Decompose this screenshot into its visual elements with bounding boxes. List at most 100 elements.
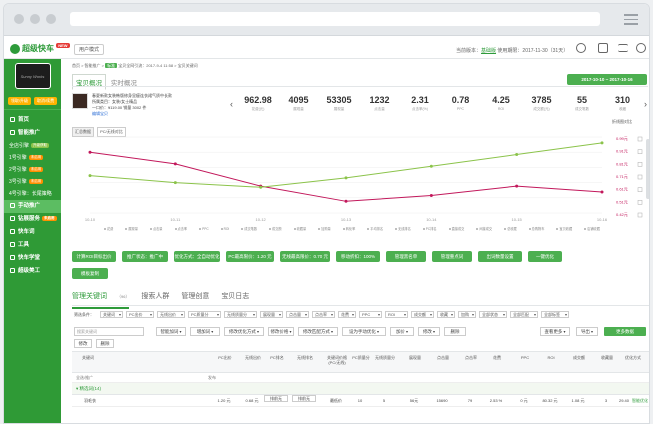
data-point[interactable] [88, 174, 92, 178]
keyword-group-row[interactable]: ▾ 精选词(14) [72, 383, 649, 395]
operation-button[interactable]: 优化方式：全自动优化 [174, 251, 220, 262]
operation-button[interactable]: PC最高限价：1.20 元 [226, 251, 274, 262]
column-header[interactable]: 点击量 [437, 355, 449, 360]
column-header[interactable]: 收藏量 [601, 355, 613, 360]
legend-item[interactable]: 加购量 [318, 226, 337, 232]
sidebar-item[interactable]: 3号引擎 未启用 [9, 179, 44, 185]
column-header[interactable]: PC出价 [218, 355, 232, 360]
data-point[interactable] [173, 162, 177, 166]
legend-item[interactable]: 成交笔数 [241, 226, 263, 232]
data-point[interactable] [344, 199, 348, 203]
user-icon[interactable] [636, 43, 646, 53]
filter-select[interactable]: 关键词 [100, 311, 123, 318]
filter-select[interactable]: 全部标签 [541, 311, 569, 318]
data-point[interactable] [429, 193, 433, 197]
sidebar-item[interactable]: 快车词 [4, 226, 61, 239]
tool-button[interactable]: 修改匹配方式 [298, 327, 338, 336]
column-header[interactable]: 无线出价 [245, 355, 261, 360]
metric-card[interactable]: 3785 成交额(元) [522, 95, 562, 112]
avatar[interactable]: Sunny Works [14, 63, 51, 89]
metric-card[interactable]: 0.78 PPC [441, 95, 481, 111]
chevron-left-icon[interactable]: ‹ [230, 99, 233, 109]
column-header[interactable]: 关键词价格(PC/无线) [327, 355, 347, 365]
date-range-button[interactable]: 2017-10-10 ~ 2017-10-16 [567, 74, 647, 85]
legend-item[interactable]: 展现量 [125, 226, 144, 232]
search-input[interactable]: 搜索关键词 [74, 327, 144, 336]
column-header[interactable]: 无线质量分 [375, 355, 395, 360]
browser-menu-icon[interactable] [624, 14, 638, 28]
column-header[interactable]: PC排名 [270, 355, 284, 360]
checkbox-icon[interactable] [637, 149, 643, 154]
metric-card[interactable]: 310 收藏 [603, 95, 643, 112]
metric-card[interactable]: 4095 展现量 [279, 95, 319, 112]
operation-button[interactable]: 出词数量设置 [478, 251, 522, 262]
legend-item[interactable]: 收藏量 [293, 226, 313, 232]
window-dot-icon[interactable] [30, 14, 40, 24]
sidebar-item[interactable]: 智能推广 [4, 127, 61, 140]
tool-button[interactable]: 智能加词 [156, 327, 186, 336]
legend-item[interactable]: 成交额 [269, 226, 288, 232]
legend-item[interactable]: ROI [220, 226, 236, 232]
column-header[interactable]: PC质量分 [352, 355, 370, 360]
filter-select[interactable]: 收藏 [437, 311, 455, 318]
legend-item[interactable]: 总收藏 [504, 226, 523, 232]
legend-item[interactable]: 总购物车 [528, 226, 551, 232]
tab-summary-data[interactable]: 汇总数据 [72, 127, 94, 137]
delete-button[interactable]: 删除 [96, 339, 114, 348]
tab-manage-keywords[interactable]: 管理关键词 （96） [72, 291, 130, 309]
filter-select[interactable]: 全部匹配 [510, 311, 538, 318]
filter-select[interactable]: 展现量 [260, 311, 283, 318]
upgrade-button[interactable]: 领取/升级 [7, 97, 31, 105]
legend-item[interactable]: 店铺收藏 [584, 226, 606, 232]
metric-card[interactable]: 4.25 ROI [481, 95, 521, 111]
legend-item[interactable]: PPC [199, 226, 215, 232]
filter-select[interactable]: 无线质量分 [224, 311, 257, 318]
column-header[interactable]: 无线排名 [297, 355, 313, 360]
checkbox-icon[interactable] [637, 200, 643, 205]
tab-manage-creative[interactable]: 管理创意 [181, 293, 210, 300]
legend-item[interactable]: 转化率 [342, 226, 362, 232]
version-link[interactable]: 基础版 [481, 48, 497, 54]
operation-button[interactable]: 无线最高限价：0.70 元 [280, 251, 330, 262]
template-copy-button[interactable]: 模板复制 [72, 268, 108, 279]
checkbox-icon[interactable] [637, 136, 643, 142]
checkbox-icon[interactable] [637, 212, 643, 218]
tool-button[interactable]: 修改优化方式 [224, 327, 264, 336]
product-image[interactable] [72, 93, 88, 109]
column-header[interactable]: 优化方式 [625, 355, 641, 360]
filter-select[interactable]: 加购 [458, 311, 476, 318]
data-point[interactable] [429, 164, 433, 168]
product-title[interactable]: 春夏新款女装韩版修身显瘦连衣裙气质中长款 [92, 93, 172, 98]
column-header[interactable]: ROI [547, 355, 555, 360]
sidebar-item[interactable]: 4号引擎：长尾策略 [9, 191, 52, 197]
operation-button[interactable]: 推广状态：推广中 [122, 251, 168, 262]
table-cell[interactable]: 排前无 [292, 395, 316, 402]
sidebar-item[interactable]: 手动推广 [4, 200, 61, 213]
data-point[interactable] [88, 150, 92, 154]
legend-item[interactable]: 无线排名 [395, 226, 417, 232]
chevron-right-icon[interactable]: › [644, 99, 647, 109]
column-header[interactable]: 关键词 [82, 355, 94, 360]
more-data-button[interactable]: 更多数据 [604, 327, 646, 336]
user-mode-button[interactable]: 用户模式 [74, 44, 105, 55]
column-header[interactable]: 成交额 [573, 355, 585, 360]
column-header[interactable]: 点击率 [465, 355, 477, 360]
legend-item[interactable]: 点击量 [149, 226, 169, 232]
scrollbar[interactable] [646, 139, 649, 199]
legend-item[interactable]: 点击率 [174, 226, 194, 232]
data-point[interactable] [515, 184, 519, 188]
edit-product-link[interactable]: 编辑宝贝 [92, 111, 108, 116]
filter-select[interactable]: 点击量 [286, 311, 309, 318]
tab-item-overview[interactable]: 宝贝概况 [72, 74, 106, 90]
table-row[interactable]: 羽毛衣 1.20 元 0.68 元排前无 排前无 最低价 10 5 56元 15690 79 2.5… [72, 395, 649, 407]
checkbox-icon[interactable] [637, 162, 643, 167]
clock-icon[interactable] [576, 43, 586, 53]
column-header[interactable]: 花费 [493, 355, 501, 360]
operation-button[interactable]: 管理重点词 [432, 251, 472, 262]
legend-item[interactable]: 宝贝收藏 [556, 226, 578, 232]
filter-select[interactable]: 成交额 [411, 311, 434, 318]
tool-button[interactable]: 设为手动优化 [342, 327, 386, 336]
filter-select[interactable]: PPC [359, 311, 382, 318]
operation-button[interactable]: 管理黑名单 [386, 251, 426, 262]
tab-realtime-overview[interactable]: 实时概况 [110, 80, 137, 87]
